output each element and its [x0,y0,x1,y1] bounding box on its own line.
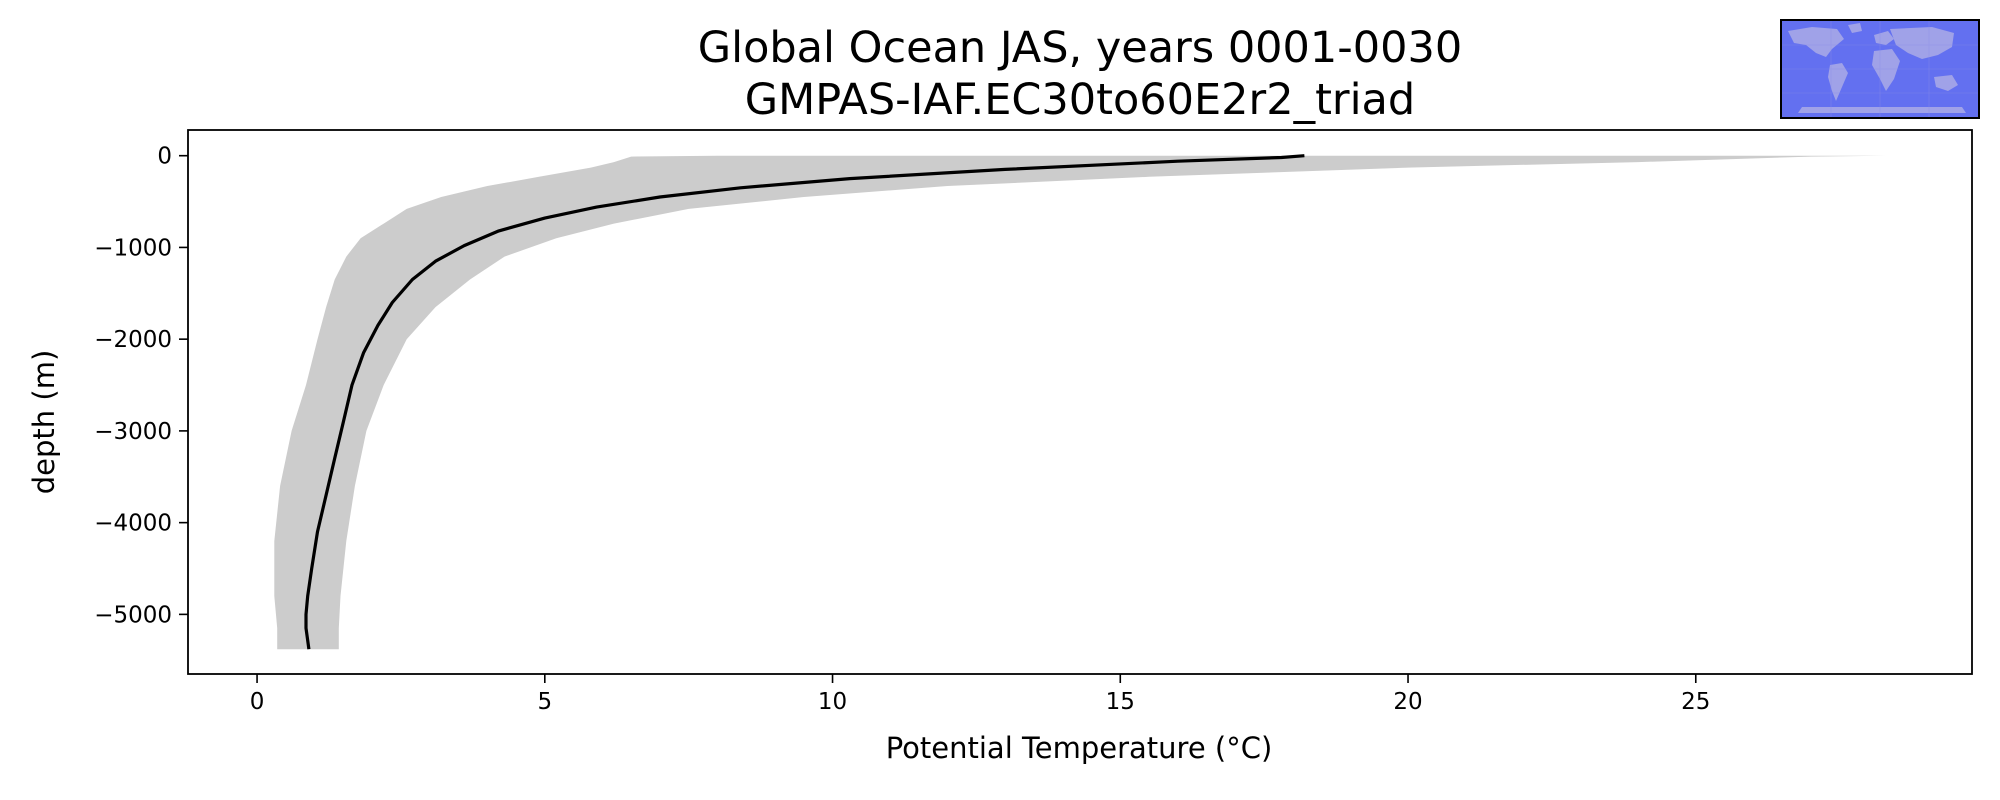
continents [1788,23,1966,113]
inset-map [1780,19,1980,119]
africa-shape [1872,49,1900,91]
y-tick-label: −2000 [94,327,172,353]
europe-shape [1874,31,1894,45]
x-tick-label: 10 [818,689,847,715]
x-tick-label: 5 [537,689,552,715]
mean-profile-line [304,154,1305,650]
range-layer [274,155,1886,650]
y-tick-label: −3000 [94,419,172,445]
x-tick-label: 0 [250,689,265,715]
greenland-shape [1848,23,1862,33]
y-tick-label: 0 [157,144,172,170]
y-tick-label: −1000 [94,235,172,261]
mean-layer [304,154,1305,650]
x-axis-label: Potential Temperature (°C) [886,731,1273,765]
south-america-shape [1828,63,1848,101]
australia-shape [1934,75,1958,91]
x-tick-label: 15 [1106,689,1135,715]
y-tick-label: −4000 [94,511,172,537]
plot-frame [187,129,1973,675]
range-band [274,155,1886,650]
x-tick-label: 20 [1393,689,1422,715]
antarctica-shape [1798,107,1966,113]
map-gridlines [1782,21,1978,117]
y-axis-label: depth (m) [27,350,61,495]
axis-layer: 0 5 10 15 20 25 0 −1000 −2000 −3000 −4000 −5000 Pote… [27,129,1973,765]
north-america-shape [1788,27,1844,57]
y-tick-label: −5000 [94,602,172,628]
world-map-icon [1782,21,1978,117]
x-tick-label: 25 [1681,689,1710,715]
asia-shape [1890,27,1954,59]
